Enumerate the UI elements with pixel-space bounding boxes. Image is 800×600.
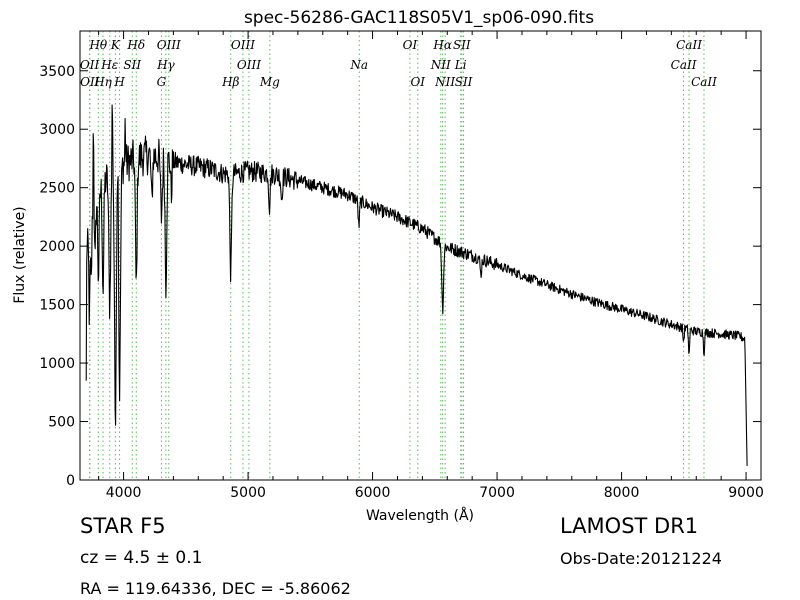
spectral-line-label: OII xyxy=(80,75,100,89)
y-tick-label: 2000 xyxy=(39,239,75,255)
y-tick-label: 1000 xyxy=(39,356,75,372)
x-tick-label: 5000 xyxy=(230,485,266,501)
spectral-line-label: Na xyxy=(349,58,368,72)
obs-date: Obs-Date:20121224 xyxy=(560,549,722,568)
spectral-line-label: OI xyxy=(403,38,418,52)
spectral-line-label: Hθ xyxy=(88,38,107,52)
plot-frame xyxy=(79,30,762,481)
spectral-line-label: Mg xyxy=(259,75,280,89)
spectral-line-label: G xyxy=(157,75,167,89)
x-axis-label: Wavelength (Å) xyxy=(366,507,474,524)
spectral-line-label: Li xyxy=(454,58,467,72)
chart-title: spec-56286-GAC118S05V1_sp06-090.fits xyxy=(244,8,594,28)
spectral-line-label: Hδ xyxy=(126,38,145,52)
spectral-line-label: OI xyxy=(410,75,425,89)
x-tick-label: 4000 xyxy=(106,485,142,501)
object-class: STAR F5 xyxy=(80,514,166,538)
spectral-line-label: OIII xyxy=(231,38,255,52)
spectral-line-label: CaII xyxy=(691,75,717,89)
spectral-line-label: OIII xyxy=(157,38,181,52)
spectral-line-label: CaII xyxy=(676,38,702,52)
y-tick-label: 2500 xyxy=(39,181,75,197)
spectral-line-label: Hη xyxy=(93,75,112,89)
y-tick-label: 500 xyxy=(48,415,75,431)
x-tick-label: 8000 xyxy=(604,485,640,501)
x-tick-label: 9000 xyxy=(728,485,764,501)
spectral-line-label: SII xyxy=(453,38,471,52)
spectral-line-label: OIII xyxy=(237,58,261,72)
spectral-line-label: SII xyxy=(455,75,473,89)
cz-value: cz = 4.5 xyxy=(80,548,151,568)
y-axis-label: Flux (relative) xyxy=(12,206,28,303)
spectral-line-markers xyxy=(89,31,705,480)
spectral-line-label: Hγ xyxy=(156,58,175,72)
x-tick-label: 6000 xyxy=(355,485,391,501)
ra-dec: RA = 119.64336, DEC = -5.86062 xyxy=(80,579,351,598)
cz-error: 0.1 xyxy=(175,548,203,568)
redshift-info: cz = 4.5 ± 0.1 xyxy=(80,548,202,568)
spectral-line-label: CaII xyxy=(671,58,697,72)
spectral-line-label: NII xyxy=(434,75,455,89)
survey-name: LAMOST DR1 xyxy=(560,514,699,538)
spectrum-line xyxy=(85,104,748,466)
y-tick-label: 3500 xyxy=(39,64,75,80)
spectral-line-label: K xyxy=(110,38,121,52)
y-tick-label: 1500 xyxy=(39,298,75,314)
spectral-line-label: H xyxy=(113,75,125,89)
spectral-line-label: Hα xyxy=(432,38,452,52)
plus-minus-sign: ± xyxy=(155,548,171,568)
x-axis: 4000 5000 6000 7000 8000 9000 xyxy=(98,31,764,501)
y-tick-label: 0 xyxy=(66,473,75,489)
x-tick-label: 7000 xyxy=(479,485,515,501)
spectral-line-label: NII xyxy=(430,58,451,72)
spectral-line-label: Hε xyxy=(100,58,118,72)
spectral-line-label: OII xyxy=(80,58,100,72)
spectral-line-label: Hβ xyxy=(221,75,239,89)
y-axis: 0 500 1000 1500 2000 2500 3000 3500 xyxy=(39,64,761,489)
y-tick-label: 3000 xyxy=(39,122,75,138)
spectral-line-label: SII xyxy=(123,58,141,72)
